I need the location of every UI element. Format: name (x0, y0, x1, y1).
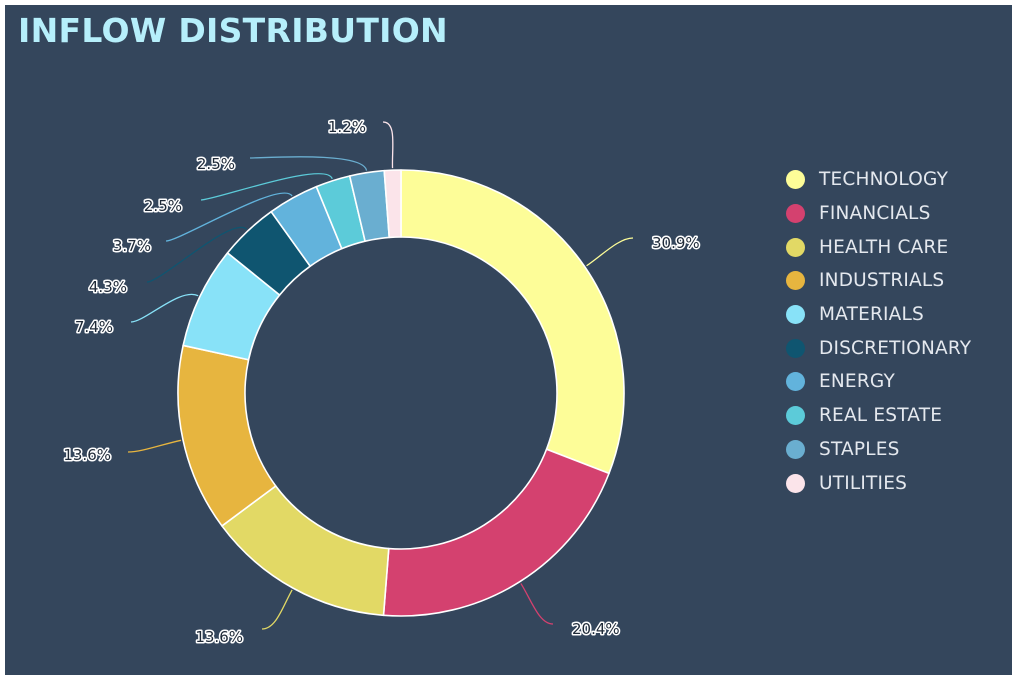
legend-label-staples: STAPLES (819, 438, 900, 460)
leader-line-financials (520, 583, 554, 625)
leader-line-health-care (261, 589, 293, 630)
legend-label-utilities: UTILITIES (819, 472, 908, 494)
legend-label-discretionary: DISCRETIONARY (819, 337, 972, 359)
leader-line-real-estate (200, 173, 333, 201)
data-label-real-estate: 2.5% (144, 197, 182, 215)
chart-title: INFLOW DISTRIBUTION (18, 11, 448, 50)
data-label-utilities: 1.2% (328, 118, 366, 136)
leader-line-discretionary (146, 226, 248, 283)
legend-marker-utilities (786, 473, 805, 493)
leader-lines-group (127, 121, 634, 630)
data-labels-group: 30.9% 20.4% 13.6% 13.6% 7.4% 4.3% 3.7% 2.5% 2.5%… (62, 117, 701, 648)
data-label-staples: 2.5% (197, 155, 235, 173)
legend-label-health-care: HEALTH CARE (819, 236, 949, 258)
data-label-health-care: 13.6% (195, 628, 243, 646)
legend-marker-materials (786, 305, 805, 325)
legend-item-energy[interactable]: ENERGY (786, 365, 971, 399)
legend-marker-health-care (786, 237, 805, 257)
slice-utilities[interactable] (383, 169, 402, 239)
legend-item-industrials[interactable]: INDUSTRIALS (786, 264, 971, 298)
legend-marker-energy (786, 372, 805, 392)
leader-line-utilities (382, 121, 394, 169)
legend-item-utilities[interactable]: UTILITIES (786, 466, 971, 500)
data-label-financials: 20.4% (572, 620, 620, 638)
leader-line-staples (249, 156, 368, 171)
data-label-materials: 7.4% (75, 318, 113, 336)
leader-line-technology (586, 237, 634, 267)
legend-label-financials: FINANCIALS (819, 203, 931, 225)
legend-item-financials[interactable]: FINANCIALS (786, 197, 971, 231)
legend-item-health-care[interactable]: HEALTH CARE (786, 230, 971, 264)
legend-marker-financials (786, 204, 805, 224)
legend-item-materials[interactable]: MATERIALS (786, 298, 971, 332)
data-label-discretionary: 4.3% (89, 278, 127, 296)
data-label-technology: 30.9% (652, 234, 700, 252)
legend-item-staples[interactable]: STAPLES (786, 433, 971, 467)
legend-marker-staples (786, 439, 805, 459)
legend-marker-discretionary (786, 338, 805, 358)
legend-label-energy: ENERGY (819, 371, 895, 393)
legend-label-industrials: INDUSTRIALS (819, 270, 945, 292)
legend-item-discretionary[interactable]: DISCRETIONARY (786, 331, 971, 365)
data-label-industrials: 13.6% (63, 446, 111, 464)
legend-marker-real-estate (786, 406, 805, 426)
legend-label-real-estate: REAL ESTATE (819, 405, 943, 427)
legend-item-real-estate[interactable]: REAL ESTATE (786, 399, 971, 433)
legend-marker-industrials (786, 271, 805, 291)
legend-marker-technology (786, 170, 805, 190)
legend: TECHNOLOGY FINANCIALS HEALTH CARE INDUSTRIA… (786, 163, 971, 500)
data-label-energy: 3.7% (113, 237, 151, 255)
leader-line-energy (165, 192, 293, 242)
slice-technology[interactable] (400, 169, 625, 475)
slices-group (177, 169, 625, 617)
legend-item-technology[interactable]: TECHNOLOGY (786, 163, 971, 197)
legend-label-technology: TECHNOLOGY (819, 169, 949, 191)
slice-financials[interactable] (382, 448, 610, 617)
leader-line-industrials (127, 439, 182, 453)
leader-line-materials (130, 293, 199, 323)
legend-label-materials: MATERIALS (819, 304, 924, 326)
